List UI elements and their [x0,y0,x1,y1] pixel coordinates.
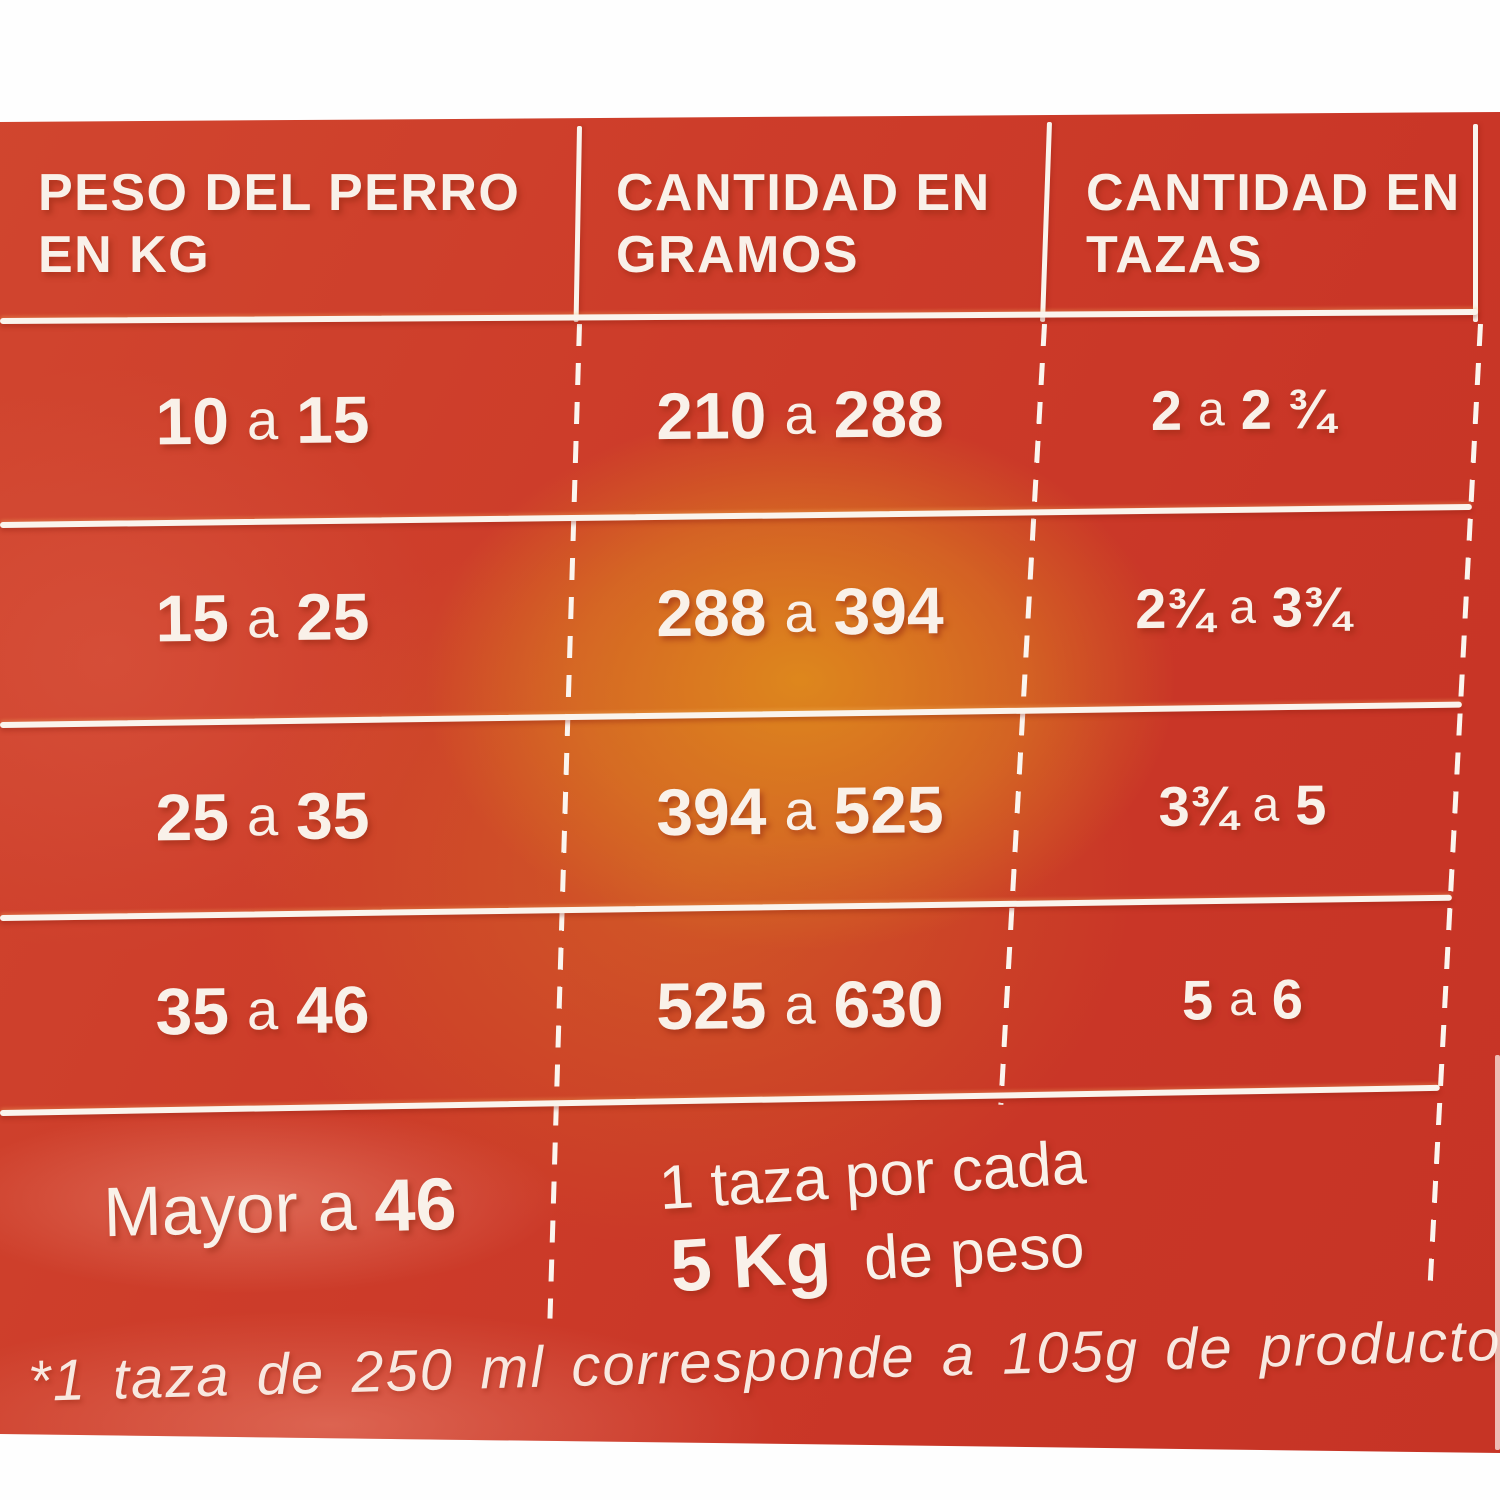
range-connector: a [246,978,279,1042]
range-connector: a [1252,778,1280,832]
grams-from-value: 525 [655,967,767,1043]
header-cantidad-tazas: CANTIDAD EN TAZAS [1086,128,1486,320]
kg-range-cell: 25 a 35 [0,717,526,915]
range-connector: a [1228,580,1257,634]
header-line: PESO DEL PERRO [38,164,521,222]
range-connector: a [1228,972,1257,1027]
range-connector: a [784,778,816,842]
header-column-divider [573,125,582,323]
kg-from-value: 15 [155,580,230,656]
kg-over-max-cell: Mayor a 46 [0,1105,562,1310]
kg-to-value: 35 [295,777,370,853]
header-line: CANTIDAD EN [616,164,991,222]
cups-from-value: 5 [1181,968,1214,1032]
cups-range-cell: 2¾ a 3¾ [1009,507,1476,708]
range-connector: a [246,585,279,649]
range-connector: a [1197,383,1225,437]
header-column-divider [1040,121,1052,322]
kg-to-value: 15 [295,381,370,457]
cups-from-value: 2 [1150,378,1183,442]
cups-range-cell: 3¾ a 5 [1009,707,1476,905]
grams-to-value: 630 [833,965,945,1041]
mayor-a-value: 46 [373,1161,458,1247]
table-row: 35 a 46 525 a 630 5 a 6 [0,899,1500,1110]
cups-range-cell: 5 a 6 [1009,900,1476,1100]
kg-range-cell: 35 a 46 [0,910,526,1110]
per-weight-note-cell: 1 taza por cada 5 Kg de peso [580,1107,1170,1327]
table-row: 10 a 15 210 a 288 2 a 2 ¾ [0,309,1500,520]
mayor-a-label: Mayor a [102,1166,358,1252]
grams-range-cell: 288 a 394 [574,511,1026,712]
kg-to-value: 46 [295,971,370,1047]
cups-to-value: 6 [1271,967,1304,1031]
header-peso-del-perro: PESO DEL PERRO EN KG [38,128,558,320]
cups-from-value: 2¾ [1134,575,1214,640]
kg-from-value: 35 [155,973,230,1048]
note-rest: de peso [861,1211,1087,1294]
note-bold-value: 5 Kg [667,1214,834,1308]
table-row: 15 a 25 288 a 394 2¾ a 3¾ [0,506,1500,718]
kg-from-value: 10 [155,383,230,458]
header-line: EN KG [38,226,211,284]
grams-to-value: 525 [833,771,945,847]
cups-to-value: 3¾ [1271,574,1350,639]
range-connector: a [784,579,816,644]
kg-range-cell: 10 a 15 [0,320,526,520]
range-connector: a [246,388,279,452]
grams-to-value: 288 [833,375,945,451]
table-row: 25 a 35 394 a 525 3¾ a 5 [0,706,1500,915]
cups-from-value: 3¾ [1158,774,1237,838]
grams-range-cell: 525 a 630 [574,904,1026,1104]
cups-range-cell: 2 a 2 ¾ [1009,310,1476,510]
grams-from-value: 288 [655,574,767,651]
header-right-border [1473,124,1478,322]
grams-range-cell: 394 a 525 [574,711,1026,909]
cups-to-value: 5 [1294,773,1327,837]
grams-to-value: 394 [833,573,945,649]
kg-to-value: 25 [295,579,370,654]
kg-range-cell: 15 a 25 [0,517,526,718]
range-connector: a [784,382,816,446]
grams-range-cell: 210 a 288 [574,314,1026,514]
range-connector: a [246,784,279,848]
cups-to-value: 2 ¾ [1240,377,1335,442]
kg-from-value: 25 [155,779,230,854]
bag-edge-highlight [1495,1055,1500,1450]
header-cantidad-gramos: CANTIDAD EN GRAMOS [616,128,1036,320]
header-line: GRAMOS [616,226,859,284]
range-connector: a [784,972,816,1036]
header-line: CANTIDAD EN [1086,164,1461,222]
header-line: TAZAS [1086,226,1263,284]
grams-from-value: 210 [655,377,767,453]
grams-from-value: 394 [655,773,767,849]
cup-equivalence-footnote: *1 taza de 250 ml corresponde a 105g de … [27,1307,1500,1414]
